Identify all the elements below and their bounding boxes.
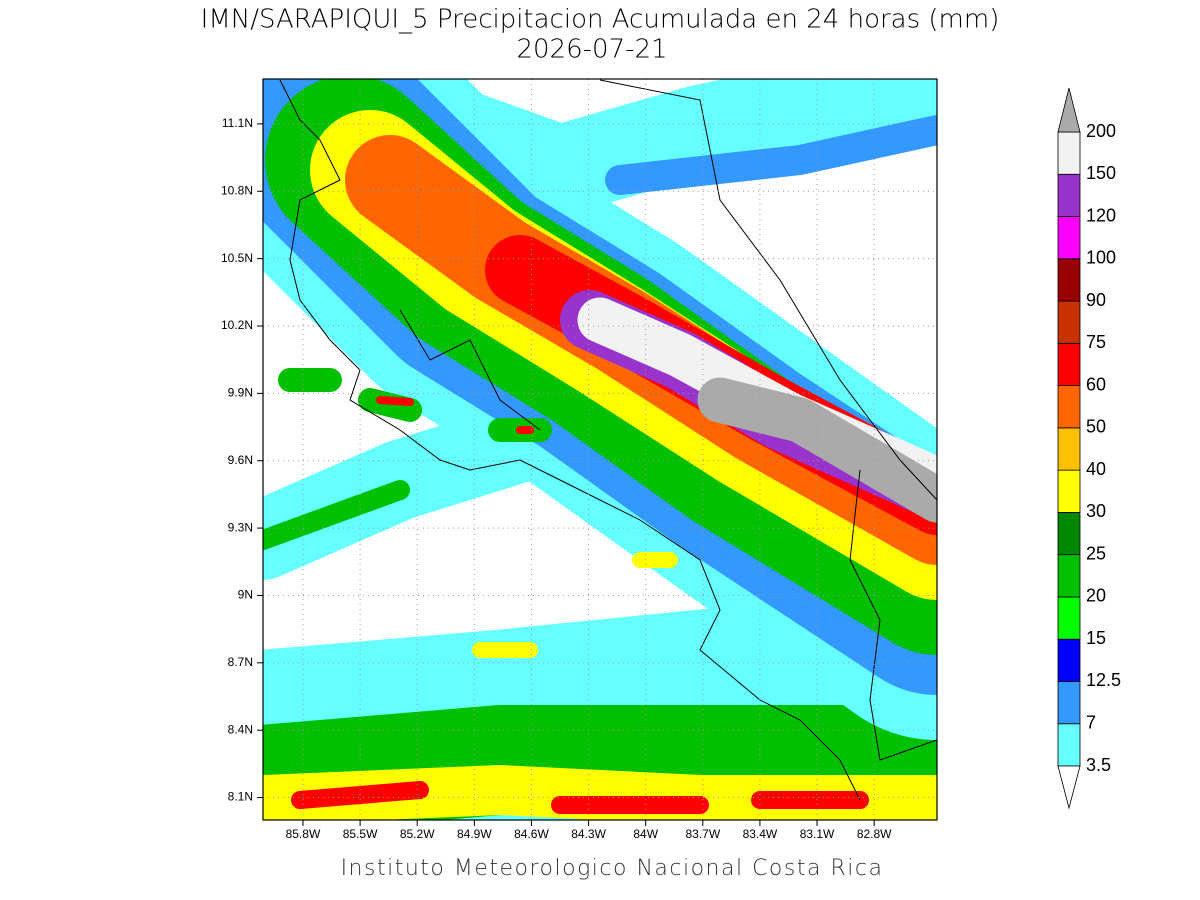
colorbar-label: 200 <box>1086 121 1116 141</box>
colorbar-label: 60 <box>1086 374 1106 394</box>
x-tick-label: 84.3W <box>571 827 606 841</box>
colorbar-box <box>1057 554 1081 598</box>
y-tick-label: 11.1N <box>222 116 253 130</box>
colorbar-label: 75 <box>1086 332 1106 352</box>
colorbar-over <box>1057 87 1081 133</box>
colorbar: 3.5 7 12.5 15 20 25 30 40 50 60 75 90 100 120 150 200 <box>1057 87 1121 810</box>
precip-field <box>263 79 937 820</box>
colorbar-label: 30 <box>1086 501 1106 521</box>
colorbar-box <box>1057 681 1081 725</box>
colorbar-label: 150 <box>1086 163 1116 183</box>
colorbar-box <box>1057 723 1081 767</box>
subtitle: 2026-07-21 <box>516 35 667 65</box>
x-tick-label: 84W <box>633 827 658 841</box>
colorbar-box <box>1057 216 1081 260</box>
colorbar-label: 3.5 <box>1086 755 1111 775</box>
colorbar-box <box>1057 173 1081 217</box>
y-tick-label: 10.8N <box>221 183 253 197</box>
x-tick-label: 83.7W <box>685 827 720 841</box>
y-tick-label: 10.2N <box>221 318 253 332</box>
x-tick-label: 83.1W <box>800 827 835 841</box>
x-tick-label: 85.2W <box>400 827 435 841</box>
footer: Instituto Meteorologico Nacional Costa R… <box>341 856 884 881</box>
colorbar-label: 120 <box>1086 205 1116 225</box>
y-tick-label: 9.3N <box>228 520 253 534</box>
x-tick-label: 85.5W <box>343 827 378 841</box>
colorbar-label: 40 <box>1086 459 1106 479</box>
map-frame <box>262 78 938 821</box>
colorbar-label: 20 <box>1086 586 1106 606</box>
colorbar-box <box>1057 638 1081 682</box>
colorbar-label: 15 <box>1086 628 1106 648</box>
x-tick-label: 84.6W <box>514 827 549 841</box>
x-tick-label: 84.9W <box>457 827 492 841</box>
x-tick-label: 85.8W <box>286 827 321 841</box>
colorbar-box <box>1057 300 1081 344</box>
y-tick-label: 8.1N <box>228 790 253 804</box>
x-tick-label: 83.4W <box>743 827 778 841</box>
coastline <box>279 79 937 801</box>
colorbar-box <box>1057 512 1081 556</box>
y-tick-label: 9N <box>238 588 253 602</box>
colorbar-box <box>1057 131 1081 175</box>
y-tick-label: 10.5N <box>221 251 253 265</box>
colorbar-box <box>1057 342 1081 387</box>
colorbar-under <box>1057 765 1081 810</box>
colorbar-label: 50 <box>1086 417 1106 437</box>
y-tick-label: 9.9N <box>228 386 253 400</box>
colorbar-box <box>1057 596 1081 640</box>
colorbar-box <box>1057 469 1081 513</box>
y-tick-label: 8.7N <box>228 655 253 669</box>
y-tick-label: 9.6N <box>228 453 253 467</box>
y-tick-label: 8.4N <box>228 722 253 736</box>
colorbar-label: 7 <box>1086 712 1096 732</box>
x-tick-label: 82.8W <box>857 827 892 841</box>
colorbar-label: 25 <box>1086 543 1106 563</box>
colorbar-label: 12.5 <box>1086 670 1121 690</box>
title: IMN/SARAPIQUI_5 Precipitacion Acumulada … <box>201 5 1000 35</box>
colorbar-box <box>1057 258 1081 302</box>
colorbar-label: 90 <box>1086 290 1106 310</box>
colorbar-box <box>1057 385 1081 429</box>
colorbar-box <box>1057 427 1081 471</box>
grid: 85.8W 85.5W 85.2W 84.9W 84.6W 84.3W 84W 83.7W 83… <box>221 79 937 841</box>
colorbar-label: 100 <box>1086 248 1116 268</box>
